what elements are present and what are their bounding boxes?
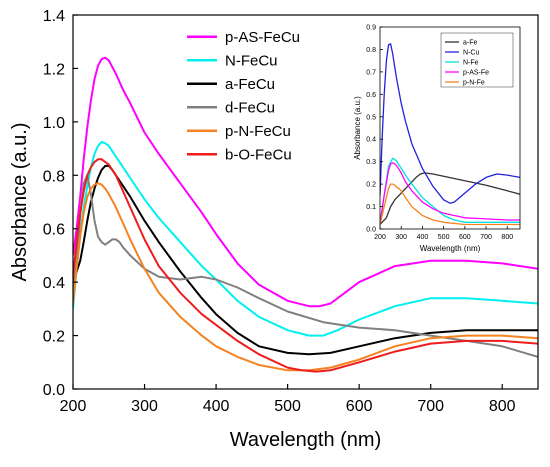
inset-y-tick-label: 0.1 — [366, 204, 376, 211]
inset-y-tick-label: 0.7 — [366, 69, 376, 76]
main-x-tick-label: 200 — [60, 398, 87, 415]
main-y-tick-label: 0.8 — [43, 168, 65, 185]
inset-legend-label: p-AS-Fe — [463, 70, 489, 77]
main-series-line-p-N-FeCu — [73, 182, 538, 372]
inset-y-tick-label: 0.9 — [366, 25, 376, 32]
inset-series-line-N-Fe — [380, 157, 520, 225]
inset-legend-label: a-Fe — [463, 40, 478, 47]
main-legend: p-AS-FeCu N-FeCu a-FeCu d-FeCu p-N-FeCu b-O-F… — [187, 29, 300, 163]
inset-legend-label: N-Fe — [463, 60, 479, 67]
inset-x-axis-label: Wavelength (nm) — [420, 244, 481, 253]
inset-y-tick-label: 0.8 — [366, 47, 376, 54]
main-legend-label: b-O-FeCu — [225, 146, 292, 163]
inset-chart: 200 300 400 500 600 700 800 0.0 0.1 0.2 0.3 0.4 0.5 0… — [353, 25, 521, 253]
main-y-tick-label: 1.4 — [43, 8, 65, 25]
inset-legend: a-Fe N-Cu N-Fe p-AS-Fe p-N-Fe — [440, 32, 514, 88]
inset-plot-frame — [379, 26, 521, 230]
main-chart: 200 300 400 500 600 700 800 0.0 0.2 0.4 0.6 0.8 1.0 1… — [9, 8, 539, 451]
main-series-line-p-AS-FeCu — [73, 56, 538, 308]
inset-series-line-p-AS-Fe — [380, 162, 520, 225]
main-series-group — [73, 56, 538, 373]
inset-x-tick-label: 600 — [459, 234, 471, 241]
main-x-tick-label: 700 — [417, 398, 444, 415]
inset-series-group — [380, 43, 520, 226]
main-y-tick-label: 0.0 — [43, 382, 65, 399]
inset-x-tick-label: 200 — [374, 234, 386, 241]
main-x-tick-label: 800 — [489, 398, 516, 415]
main-legend-label: p-N-FeCu — [225, 123, 291, 140]
main-x-tick-label: 300 — [131, 398, 158, 415]
main-y-tick-label: 0.6 — [43, 222, 65, 239]
main-x-tick-label: 500 — [274, 398, 301, 415]
inset-y-tick-label: 0.4 — [366, 137, 376, 144]
inset-y-tick-label: 0.3 — [366, 159, 376, 166]
main-x-axis-label: Wavelength (nm) — [230, 429, 382, 451]
main-y-tick-label: 1.0 — [43, 115, 65, 132]
inset-y-tick-label: 0.0 — [366, 227, 376, 234]
inset-y-tick-label: 0.6 — [366, 92, 376, 99]
inset-x-tick-label: 700 — [480, 234, 492, 241]
main-series-line-d-FeCu — [73, 174, 538, 358]
inset-x-tick-label: 300 — [395, 234, 407, 241]
inset-x-tick-label: 800 — [501, 234, 513, 241]
main-legend-label: d-FeCu — [225, 99, 275, 116]
inset-x-tick-label: 400 — [417, 234, 429, 241]
main-y-tick-label: 1.2 — [43, 61, 65, 78]
inset-x-tick-label: 500 — [438, 234, 450, 241]
inset-legend-label: p-N-Fe — [463, 80, 485, 87]
main-legend-label: a-FeCu — [225, 76, 275, 93]
main-legend-label: N-FeCu — [225, 52, 278, 69]
main-legend-label: p-AS-FeCu — [225, 29, 300, 46]
inset-y-tick-label: 0.2 — [366, 182, 376, 189]
inset-y-axis-label: Absorbance (a.u.) — [353, 96, 362, 160]
inset-series-line-N-Cu — [380, 43, 520, 204]
inset-series-line-p-N-Fe — [380, 183, 520, 226]
main-y-axis-label: Absorbance (a.u.) — [9, 123, 31, 282]
main-y-tick-label: 0.4 — [43, 275, 65, 292]
main-series-line-a-FeCu — [73, 164, 538, 356]
main-plot-frame — [72, 14, 539, 390]
main-y-tick-label: 0.2 — [43, 329, 65, 346]
main-x-tick-label: 600 — [346, 398, 373, 415]
main-x-tick-label: 400 — [203, 398, 230, 415]
inset-legend-label: N-Cu — [463, 50, 479, 57]
inset-y-tick-label: 0.5 — [366, 114, 376, 121]
inset-series-line-a-Fe — [380, 172, 520, 225]
main-series-line-b-O-FeCu — [73, 158, 538, 373]
